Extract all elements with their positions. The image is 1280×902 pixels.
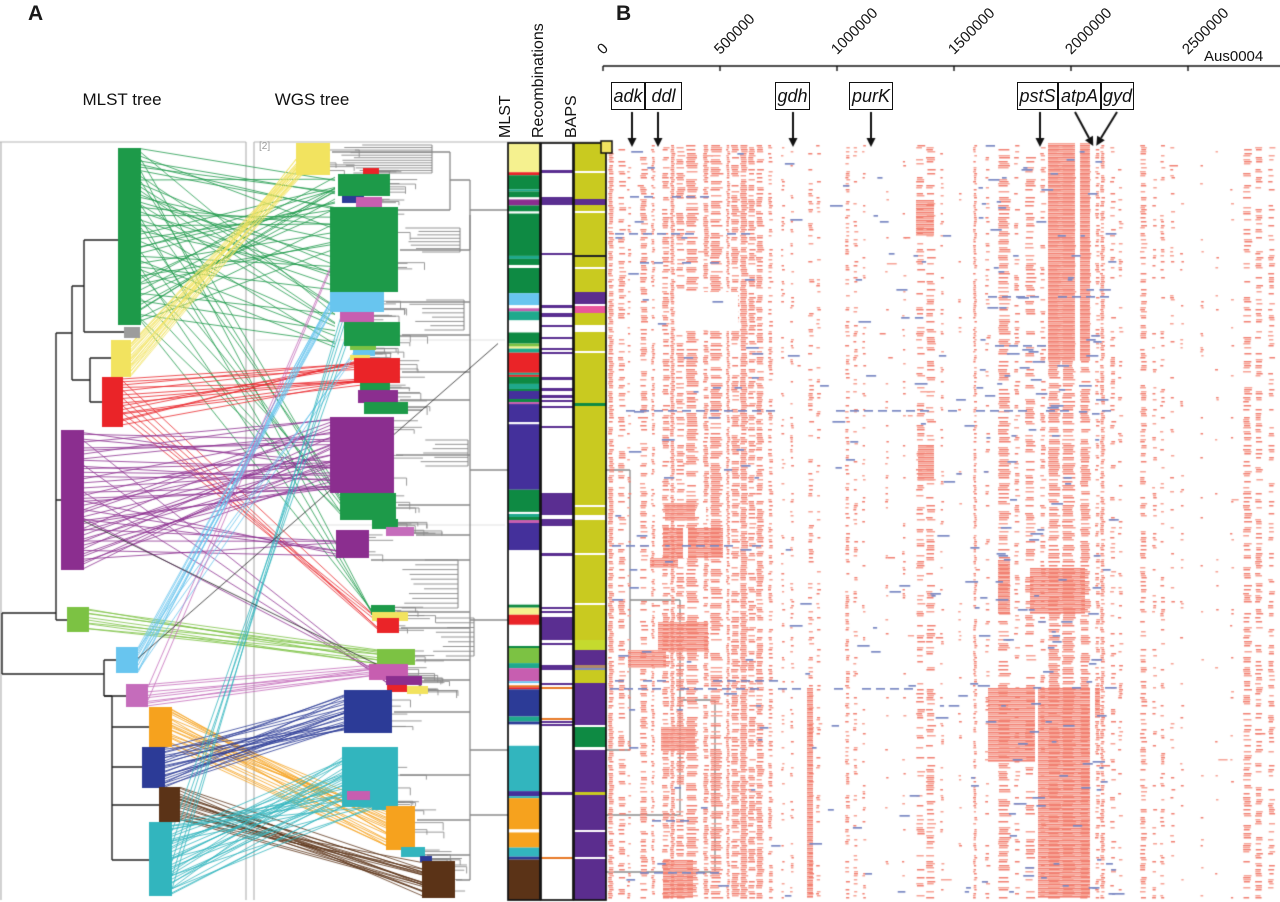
column-header-baps: BAPS — [563, 95, 580, 138]
subtree-note: [2] — [259, 141, 271, 152]
genome-name-label: Aus0004 — [1204, 48, 1264, 65]
wgs-tree-title: WGS tree — [274, 90, 350, 109]
mlst-tree-title: MLST tree — [82, 90, 162, 109]
gene-label-purK: purK — [849, 82, 893, 110]
panel-a-label: A — [28, 2, 44, 25]
panel-b-label: B — [616, 2, 632, 25]
gene-label-gyd: gyd — [1101, 82, 1134, 110]
column-header-mlst: MLST — [497, 95, 514, 138]
gene-label-pstS: pstS — [1017, 82, 1058, 110]
gene-label-ddl: ddl — [645, 82, 682, 110]
gene-label-atpA: atpA — [1058, 82, 1101, 110]
column-header-recombinations: Recombinations — [530, 23, 547, 138]
gene-label-adk: adk — [611, 82, 645, 110]
gene-label-gdh: gdh — [775, 82, 810, 110]
